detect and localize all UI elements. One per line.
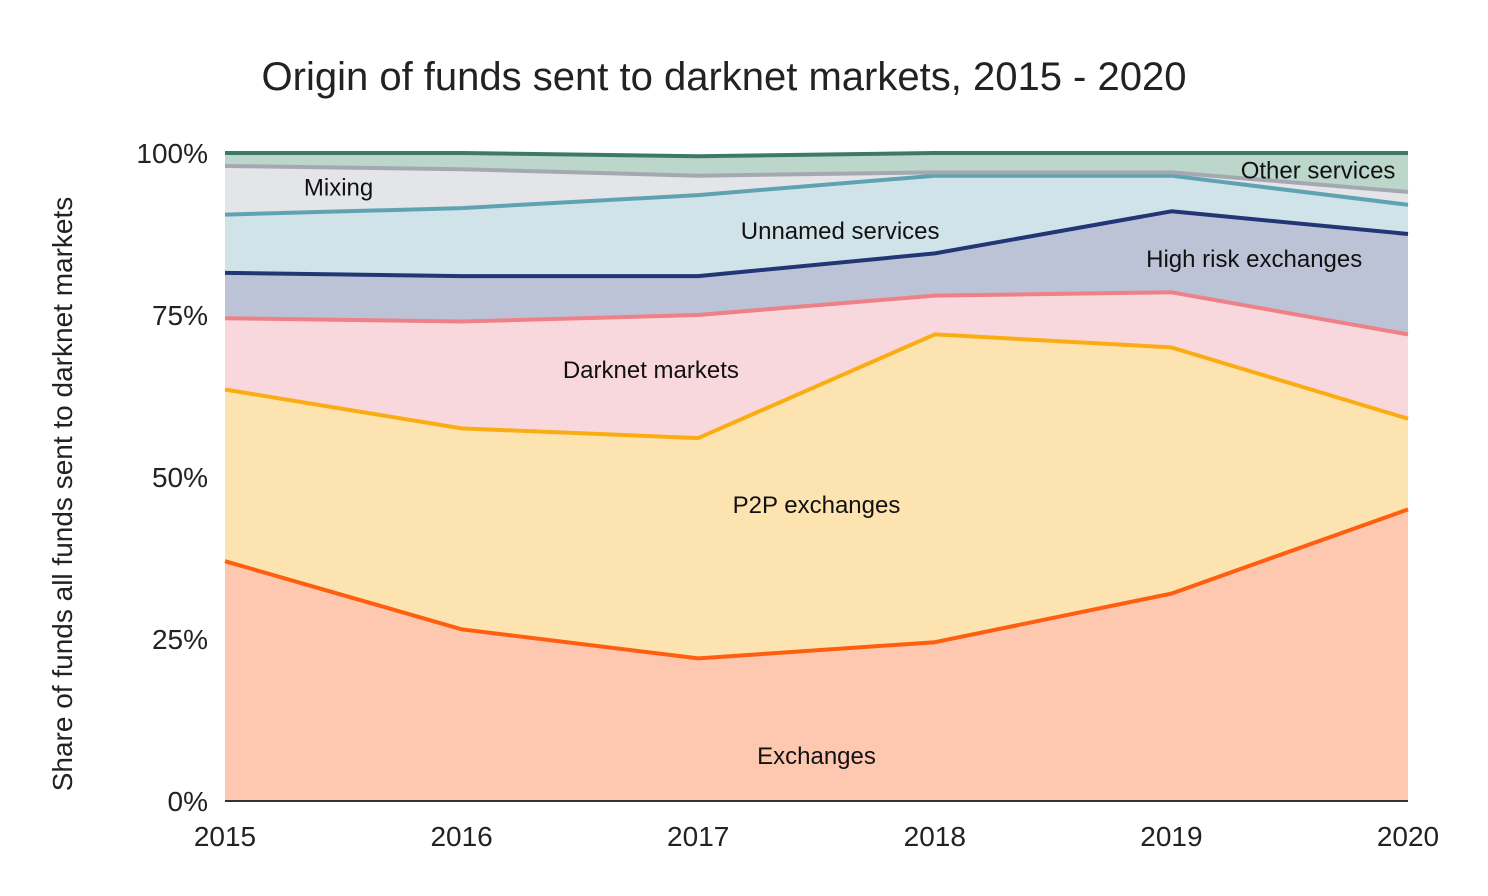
series-label-unnamed-services: Unnamed services (741, 218, 940, 245)
series-labels-layer: Exchanges P2P exchanges Darknet markets Hig… (304, 157, 1396, 769)
x-tick-label: 2017 (667, 821, 729, 852)
series-label-mixing: Mixing (304, 174, 373, 201)
line-unnamed-services (224, 173, 1409, 217)
x-tick-label: 2016 (430, 821, 492, 852)
area-exchanges (225, 509, 1408, 801)
line-other-services (225, 151, 1408, 159)
chart-title: Origin of funds sent to darknet markets,… (262, 55, 1187, 99)
area-p2p-exchanges (225, 334, 1408, 659)
y-tick-label: 75% (152, 300, 208, 331)
line-exchanges (224, 507, 1409, 661)
line-p2p-exchanges (224, 332, 1409, 441)
area-unnamed-services (225, 175, 1408, 277)
area-mixing (225, 166, 1408, 215)
y-tick-label: 25% (152, 624, 208, 655)
areas-layer (225, 153, 1408, 801)
x-tick-label: 2019 (1140, 821, 1202, 852)
y-tick-label: 0% (168, 786, 208, 817)
y-tick-label: 100% (136, 138, 208, 169)
line-darknet-markets (224, 290, 1409, 337)
axes-layer: 2015 2016 2017 2018 2019 2020 0% 25% 50% 75% 100% (136, 138, 1439, 852)
series-label-p2p-exchanges: P2P exchanges (733, 492, 901, 519)
y-axis-label: Share of funds all funds sent to darknet… (47, 197, 78, 792)
series-label-exchanges: Exchanges (757, 743, 876, 770)
x-tick-label: 2015 (194, 821, 256, 852)
x-tick-label: 2018 (904, 821, 966, 852)
area-darknet-markets (225, 292, 1408, 439)
lines-layer (224, 151, 1409, 661)
series-label-other-services: Other services (1241, 157, 1396, 184)
line-high-risk-exchanges (224, 209, 1409, 279)
area-high-risk-exchanges (225, 211, 1408, 335)
series-label-high-risk-exchanges: High risk exchanges (1146, 246, 1362, 273)
y-tick-label: 50% (152, 462, 208, 493)
x-tick-label: 2020 (1377, 821, 1439, 852)
line-mixing (224, 164, 1409, 194)
series-label-darknet-markets: Darknet markets (563, 357, 739, 384)
